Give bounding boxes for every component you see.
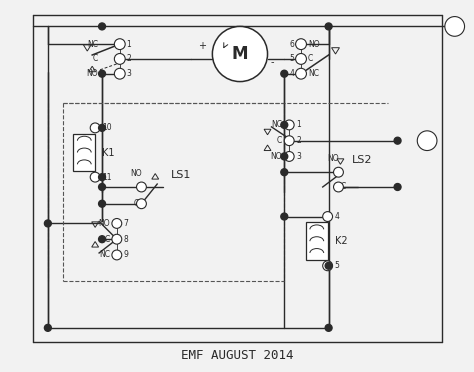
Circle shape	[284, 151, 294, 161]
Text: K1: K1	[102, 148, 115, 157]
Text: NO: NO	[308, 40, 319, 49]
Text: -: -	[425, 134, 429, 147]
Text: 3: 3	[296, 152, 301, 161]
Text: NC: NC	[308, 69, 319, 78]
Text: C: C	[308, 54, 313, 64]
Circle shape	[281, 122, 288, 128]
Circle shape	[325, 324, 332, 331]
Text: NC: NC	[87, 40, 98, 49]
Circle shape	[114, 68, 125, 79]
Circle shape	[114, 54, 125, 64]
Text: 5: 5	[289, 54, 294, 64]
Text: LS2: LS2	[352, 155, 373, 166]
Circle shape	[99, 124, 106, 131]
Circle shape	[112, 234, 122, 244]
Circle shape	[281, 70, 288, 77]
Bar	[73, 134, 95, 171]
Text: 5: 5	[335, 261, 339, 270]
Circle shape	[284, 136, 294, 145]
Text: 2: 2	[127, 54, 131, 64]
Circle shape	[137, 199, 146, 209]
Text: 3: 3	[127, 69, 132, 78]
Text: NO: NO	[86, 69, 98, 78]
Circle shape	[112, 218, 122, 228]
Circle shape	[323, 212, 333, 221]
Circle shape	[45, 220, 51, 227]
Text: EMF AUGUST 2014: EMF AUGUST 2014	[181, 349, 293, 362]
Text: 10: 10	[102, 124, 112, 132]
Circle shape	[45, 324, 51, 331]
Circle shape	[212, 26, 267, 81]
Text: LS1: LS1	[171, 170, 191, 180]
Text: NO: NO	[131, 169, 142, 178]
Circle shape	[99, 183, 106, 190]
Text: 4: 4	[289, 69, 294, 78]
Circle shape	[112, 250, 122, 260]
Text: NC: NC	[271, 121, 283, 129]
Circle shape	[334, 167, 343, 177]
Circle shape	[296, 39, 307, 49]
Circle shape	[296, 68, 307, 79]
Text: NO: NO	[271, 152, 283, 161]
Circle shape	[99, 200, 106, 207]
Text: M: M	[232, 45, 248, 63]
Circle shape	[284, 120, 294, 130]
Circle shape	[334, 182, 343, 192]
Text: 2: 2	[296, 136, 301, 145]
Circle shape	[90, 123, 100, 133]
Text: 1: 1	[127, 40, 131, 49]
Text: 4: 4	[335, 212, 339, 221]
Text: +: +	[450, 22, 459, 31]
Text: C: C	[340, 183, 346, 192]
Text: 1: 1	[296, 121, 301, 129]
Circle shape	[99, 174, 106, 180]
Circle shape	[137, 182, 146, 192]
Circle shape	[99, 23, 106, 30]
Circle shape	[325, 23, 332, 30]
Circle shape	[417, 131, 437, 151]
Text: C: C	[105, 235, 110, 244]
Text: 6: 6	[289, 40, 294, 49]
Circle shape	[323, 261, 333, 271]
Text: 9: 9	[124, 250, 128, 259]
Circle shape	[325, 262, 332, 269]
Text: -: -	[271, 57, 274, 67]
Circle shape	[99, 236, 106, 243]
Text: C: C	[277, 136, 283, 145]
Text: 7: 7	[124, 219, 128, 228]
Circle shape	[99, 70, 106, 77]
Circle shape	[394, 183, 401, 190]
Text: 11: 11	[102, 173, 111, 182]
Circle shape	[281, 213, 288, 220]
Text: C: C	[133, 199, 138, 208]
Text: C: C	[93, 54, 98, 64]
Text: 8: 8	[124, 235, 128, 244]
Circle shape	[296, 54, 307, 64]
Circle shape	[114, 39, 125, 49]
Circle shape	[90, 172, 100, 182]
Bar	[306, 222, 328, 260]
Text: K2: K2	[335, 236, 347, 246]
Text: +: +	[199, 41, 207, 51]
Text: NC: NC	[99, 250, 110, 259]
Circle shape	[281, 153, 288, 160]
Circle shape	[445, 17, 465, 36]
Circle shape	[281, 169, 288, 176]
Circle shape	[394, 137, 401, 144]
Text: NO: NO	[98, 219, 110, 228]
Text: NO: NO	[328, 154, 339, 163]
